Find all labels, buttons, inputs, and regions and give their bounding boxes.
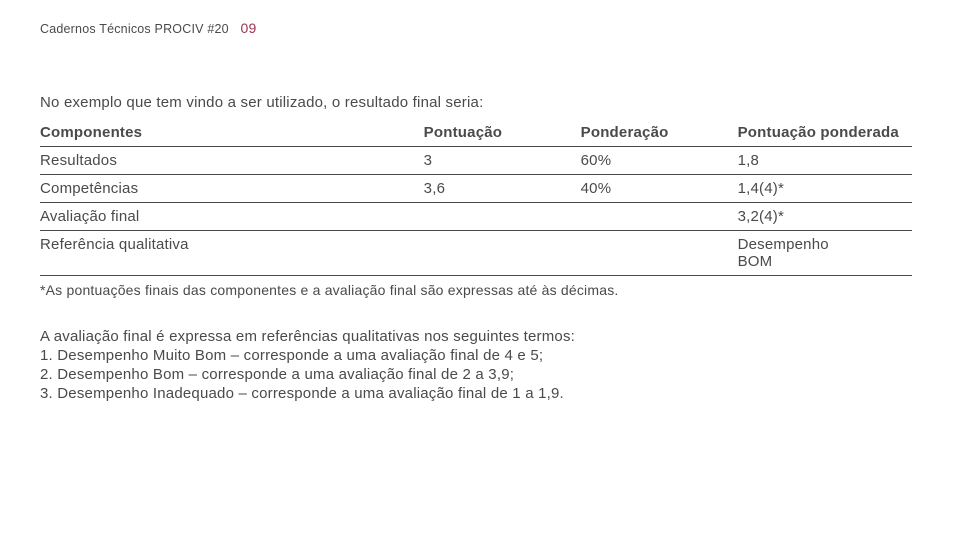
terms-line: 1. Desempenho Muito Bom – corresponde a … (40, 347, 912, 364)
terms-line: 2. Desempenho Bom – corresponde a uma av… (40, 366, 912, 383)
col-header-componentes: Componentes (40, 119, 424, 147)
table-footnote: *As pontuações finais das componentes e … (40, 282, 912, 298)
series-title: Cadernos Técnicos PROCIV #20 (40, 22, 229, 36)
cell-value: Desempenho BOM (738, 231, 912, 276)
table-row-final: Avaliação final 3,2(4)* (40, 203, 912, 231)
col-header-pontuacao-ponderada: Pontuação ponderada (738, 119, 912, 147)
cell-label: Resultados (40, 147, 424, 175)
table-header-row: Componentes Pontuação Ponderação Pontuaç… (40, 119, 912, 147)
terms-section: A avaliação final é expressa em referênc… (40, 328, 912, 402)
page-number: 09 (240, 20, 256, 36)
cell-empty (424, 203, 738, 231)
cell-value: 3,6 (424, 175, 581, 203)
cell-label: Avaliação final (40, 203, 424, 231)
ref-line2: BOM (738, 253, 773, 270)
cell-value: 3 (424, 147, 581, 175)
table-row: Competências 3,6 40% 1,4(4)* (40, 175, 912, 203)
table-row: Resultados 3 60% 1,8 (40, 147, 912, 175)
cell-label: Competências (40, 175, 424, 203)
cell-value: 40% (581, 175, 738, 203)
col-header-ponderacao: Ponderação (581, 119, 738, 147)
cell-value: 1,8 (738, 147, 912, 175)
cell-label: Referência qualitativa (40, 231, 424, 276)
cell-empty (424, 231, 738, 276)
document-header: Cadernos Técnicos PROCIV #20 09 (40, 20, 912, 36)
results-table: Componentes Pontuação Ponderação Pontuaç… (40, 119, 912, 276)
col-header-pontuacao: Pontuação (424, 119, 581, 147)
terms-intro: A avaliação final é expressa em referênc… (40, 328, 912, 345)
terms-line: 3. Desempenho Inadequado – corresponde a… (40, 385, 912, 402)
table-row-reference: Referência qualitativa Desempenho BOM (40, 231, 912, 276)
cell-value: 3,2(4)* (738, 203, 912, 231)
cell-value: 60% (581, 147, 738, 175)
ref-line1: Desempenho (738, 236, 829, 253)
intro-text: No exemplo que tem vindo a ser utilizado… (40, 94, 912, 111)
cell-value: 1,4(4)* (738, 175, 912, 203)
